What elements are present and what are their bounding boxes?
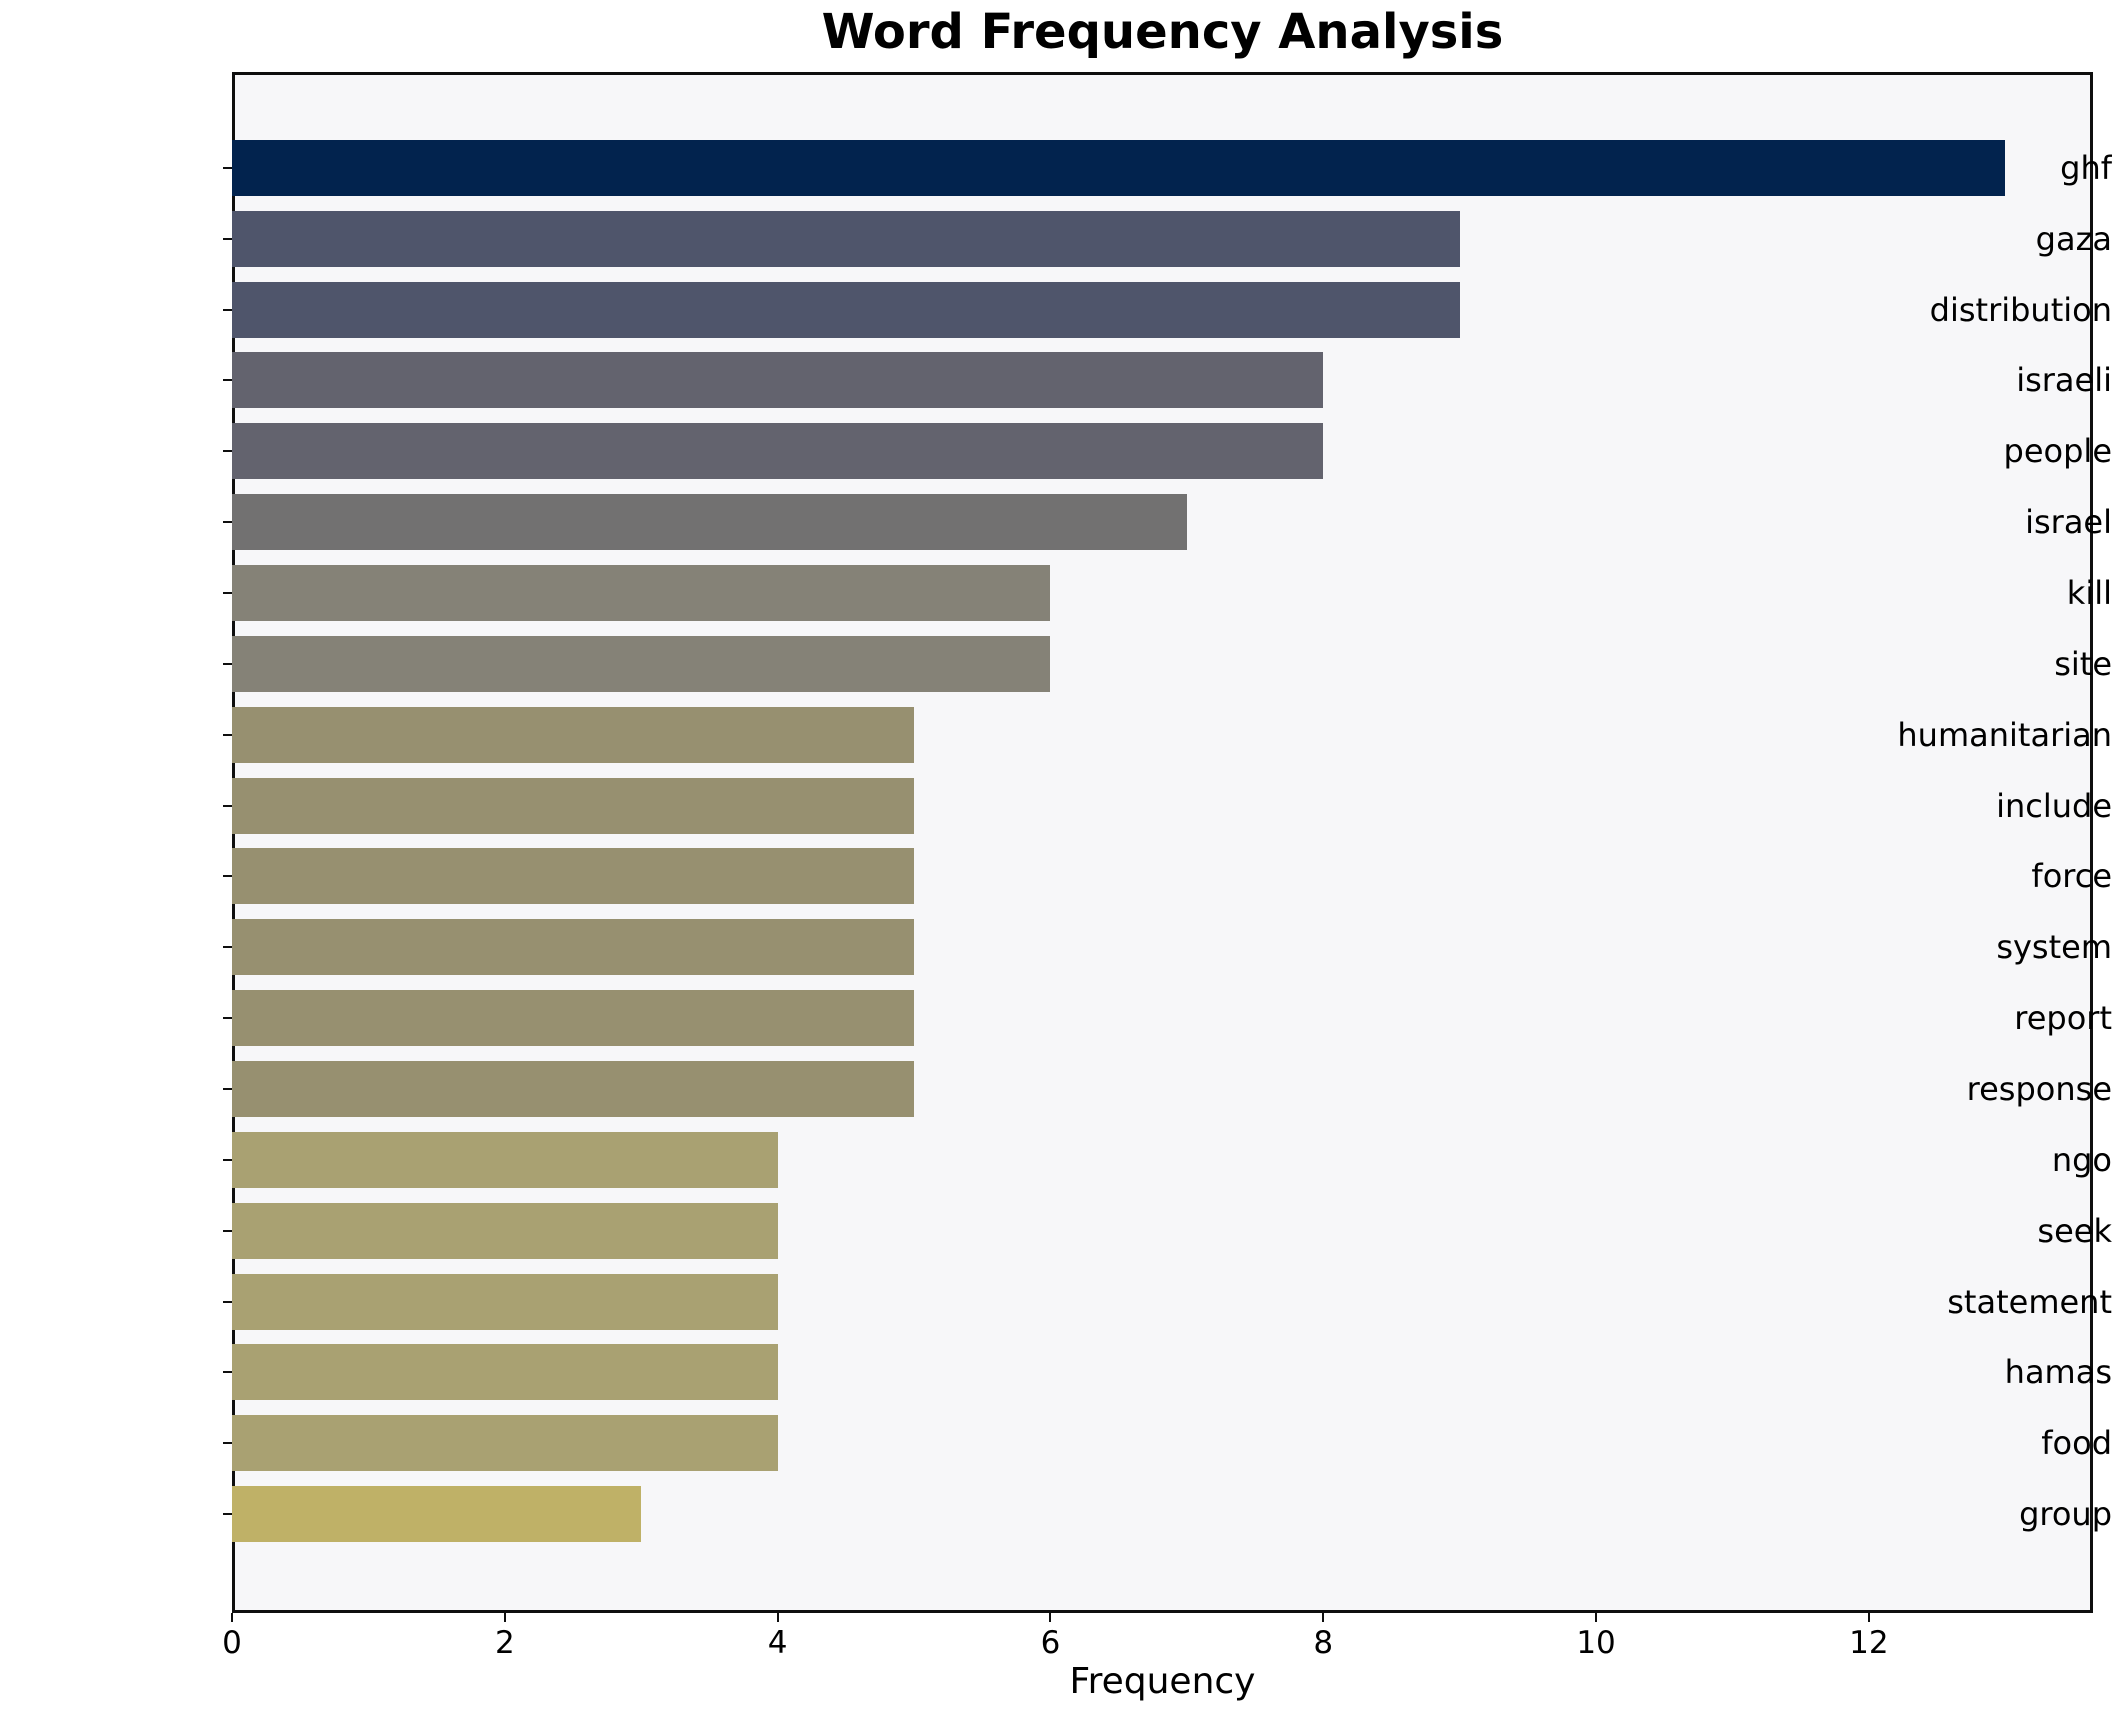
y-tick-mark	[223, 1229, 232, 1232]
y-tick-label-site: site	[2054, 644, 2112, 683]
y-tick-mark	[223, 521, 232, 524]
bar-people	[232, 423, 1324, 480]
bar-hamas	[232, 1344, 778, 1401]
y-tick-label-food: food	[2041, 1424, 2112, 1463]
bar-include	[232, 777, 915, 834]
y-tick-mark	[223, 1158, 232, 1161]
bar-ngo	[232, 1131, 778, 1188]
y-tick-mark	[223, 662, 232, 665]
x-tick-mark	[1049, 1613, 1052, 1622]
y-tick-label-humanitarian: humanitarian	[1897, 715, 2112, 754]
y-tick-mark	[223, 1300, 232, 1303]
bar-ghf	[232, 139, 2006, 196]
y-tick-label-kill: kill	[2066, 574, 2112, 613]
x-tick-label-2: 2	[494, 1625, 515, 1661]
bar-gaza	[232, 210, 1460, 267]
y-tick-mark	[223, 875, 232, 878]
y-tick-mark	[223, 1513, 232, 1516]
y-tick-label-group: group	[2019, 1495, 2112, 1534]
y-tick-label-system: system	[1996, 928, 2112, 967]
bar-statement	[232, 1273, 778, 1330]
chart-title: Word Frequency Analysis	[821, 4, 1504, 60]
bar-system	[232, 919, 915, 976]
bar-kill	[232, 565, 1051, 622]
y-tick-mark	[223, 1017, 232, 1020]
bar-report	[232, 990, 915, 1047]
bar-israeli	[232, 352, 1324, 409]
y-tick-label-statement: statement	[1947, 1282, 2112, 1321]
y-tick-mark	[223, 804, 232, 807]
y-tick-label-force: force	[2031, 857, 2112, 896]
bar-distribution	[232, 281, 1460, 338]
bar-food	[232, 1415, 778, 1472]
y-tick-label-include: include	[1996, 786, 2112, 825]
x-tick-label-6: 6	[1040, 1625, 1061, 1661]
x-tick-mark	[1595, 1613, 1598, 1622]
y-tick-label-people: people	[2003, 432, 2112, 471]
x-tick-mark	[1867, 1613, 1870, 1622]
y-tick-mark	[223, 1442, 232, 1445]
y-tick-mark	[223, 166, 232, 169]
y-tick-label-response: response	[1966, 1069, 2112, 1108]
y-tick-mark	[223, 592, 232, 595]
y-tick-mark	[223, 308, 232, 311]
bar-response	[232, 1060, 915, 1117]
x-tick-label-10: 10	[1576, 1625, 1616, 1661]
x-tick-label-8: 8	[1313, 1625, 1334, 1661]
y-tick-label-hamas: hamas	[2004, 1353, 2112, 1392]
x-tick-label-4: 4	[767, 1625, 788, 1661]
y-tick-label-israel: israel	[2025, 503, 2112, 542]
bar-site	[232, 635, 1051, 692]
x-tick-mark	[1322, 1613, 1325, 1622]
bar-humanitarian	[232, 706, 915, 763]
x-tick-mark	[776, 1613, 779, 1622]
y-tick-label-gaza: gaza	[2035, 219, 2112, 258]
x-tick-mark	[503, 1613, 506, 1622]
x-tick-label-12: 12	[1849, 1625, 1889, 1661]
y-tick-label-ngo: ngo	[2051, 1140, 2112, 1179]
y-tick-mark	[223, 733, 232, 736]
y-tick-mark	[223, 1371, 232, 1374]
bar-group	[232, 1486, 642, 1543]
bar-israel	[232, 494, 1187, 551]
y-tick-label-report: report	[2014, 999, 2112, 1038]
plot-area	[232, 72, 2093, 1613]
x-tick-label-0: 0	[222, 1625, 242, 1661]
y-tick-mark	[223, 379, 232, 382]
x-axis-label: Frequency	[1069, 1661, 1256, 1702]
y-tick-mark	[223, 237, 232, 240]
bar-seek	[232, 1202, 778, 1259]
bar-force	[232, 848, 915, 905]
y-tick-mark	[223, 450, 232, 453]
y-tick-label-distribution: distribution	[1929, 290, 2112, 329]
y-tick-label-israeli: israeli	[2016, 361, 2112, 400]
x-tick-mark	[231, 1613, 233, 1622]
y-tick-label-ghf: ghf	[2060, 148, 2112, 187]
y-tick-label-seek: seek	[2037, 1211, 2112, 1250]
y-tick-mark	[223, 1087, 232, 1090]
y-tick-mark	[223, 946, 232, 949]
